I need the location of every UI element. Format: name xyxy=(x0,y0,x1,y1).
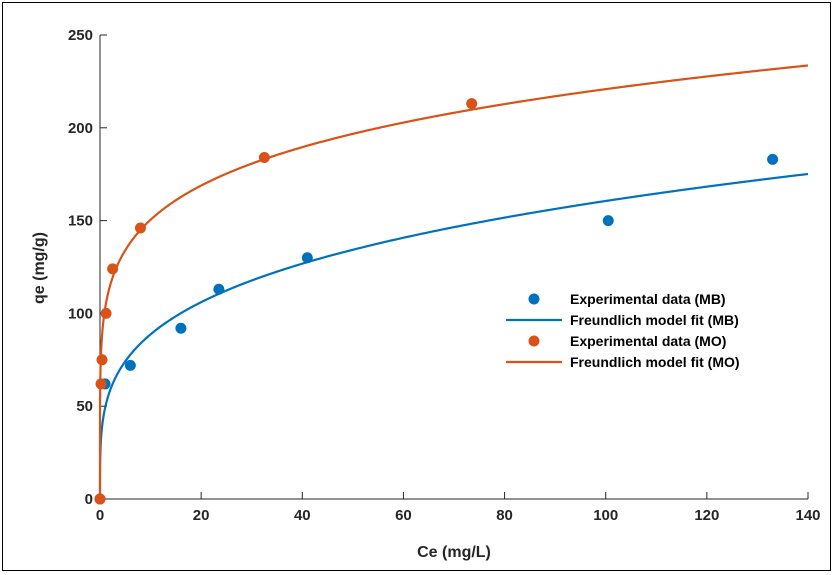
series-layer xyxy=(94,64,809,505)
x-axis-label: Ce (mg/L) xyxy=(417,544,491,561)
y-tick-label: 250 xyxy=(68,27,93,44)
fit-line-freundlich-model-fit-mo xyxy=(98,64,809,499)
axes: 0 20 40 60 80 100 120 140 0 50 100 150 200 250 xyxy=(68,27,821,524)
legend: Experimental data (MB) Freundlich model f… xyxy=(506,291,740,370)
x-tick-label: 120 xyxy=(694,507,719,524)
x-tick-label: 140 xyxy=(795,507,820,524)
data-point xyxy=(213,283,225,295)
data-point xyxy=(767,153,779,165)
x-tick-label: 100 xyxy=(593,507,618,524)
x-tick-label: 0 xyxy=(96,507,104,524)
legend-label: Experimental data (MB) xyxy=(570,291,726,307)
y-tick-label: 150 xyxy=(68,213,93,230)
legend-label: Experimental data (MO) xyxy=(570,333,726,349)
data-point xyxy=(175,322,187,334)
data-point xyxy=(100,307,112,319)
y-tick-label: 0 xyxy=(85,491,93,508)
data-point xyxy=(602,215,614,227)
data-point xyxy=(466,98,478,110)
data-point xyxy=(301,252,313,264)
y-tick-label: 200 xyxy=(68,120,93,137)
data-point xyxy=(124,359,136,371)
legend-marker xyxy=(528,335,540,347)
data-point xyxy=(94,493,106,505)
y-tick-label: 50 xyxy=(76,398,93,415)
x-tick-label: 40 xyxy=(294,507,311,524)
data-point xyxy=(258,151,270,163)
data-point xyxy=(96,354,108,366)
legend-marker xyxy=(528,293,540,305)
data-point xyxy=(95,378,107,390)
legend-label: Freundlich model fit (MO) xyxy=(570,354,740,370)
fit-line-freundlich-model-fit-mb xyxy=(98,172,809,499)
data-point xyxy=(107,263,119,275)
x-tick-label: 20 xyxy=(193,507,210,524)
y-axis-label: qe (mg/g) xyxy=(31,232,48,304)
x-tick-label: 60 xyxy=(395,507,412,524)
x-tick-label: 80 xyxy=(496,507,513,524)
y-tick-label: 100 xyxy=(68,305,93,322)
data-point xyxy=(134,222,146,234)
legend-label: Freundlich model fit (MB) xyxy=(570,312,739,328)
